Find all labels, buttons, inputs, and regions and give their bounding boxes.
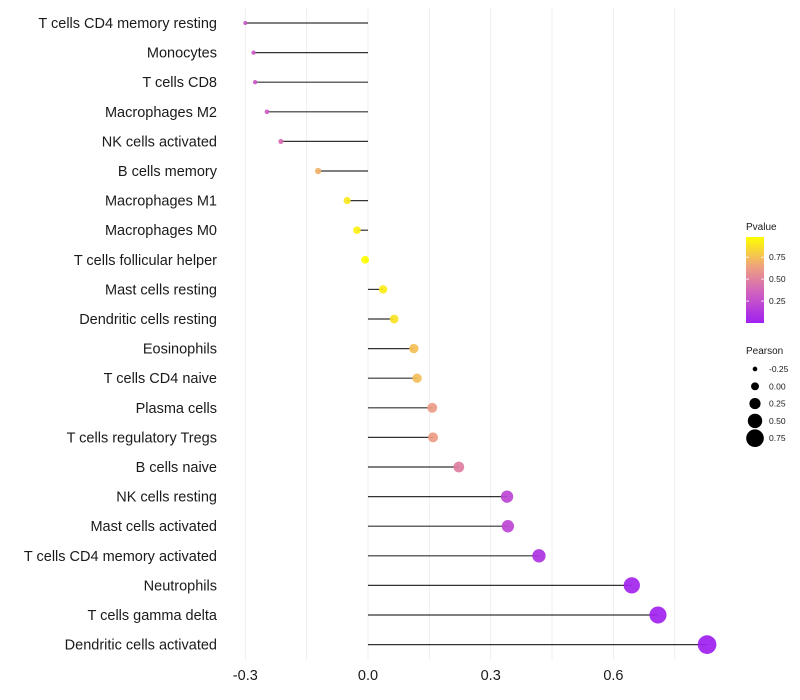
- lollipop-point: [697, 635, 717, 654]
- lollipop-point: [251, 50, 256, 55]
- lollipop-point: [532, 549, 546, 563]
- colorbar-tick-label: 0.50: [769, 274, 786, 284]
- lollipop-point: [314, 167, 322, 175]
- y-axis-label: Mast cells activated: [90, 519, 217, 535]
- lollipop-point: [389, 314, 399, 324]
- y-axis-label: T cells regulatory Tregs: [67, 430, 217, 446]
- lollipop-point: [501, 520, 515, 533]
- pvalue-legend: Pvalue 0.25 0.50 0.75: [746, 222, 786, 323]
- x-tick-label: 0.6: [603, 668, 623, 684]
- y-axis-label: Mast cells resting: [105, 282, 217, 298]
- lollipop-point: [623, 577, 640, 594]
- colorbar-tick-label: 0.25: [769, 296, 786, 306]
- pearson-legend-title: Pearson: [746, 346, 783, 357]
- size-key-label: 0.75: [769, 433, 786, 443]
- size-key-label: 0.50: [769, 416, 786, 426]
- size-key-dot: [751, 382, 759, 391]
- lollipop-stems: [245, 22, 708, 646]
- y-axis-label: Eosinophils: [143, 342, 217, 358]
- y-axis-label: Monocytes: [147, 46, 217, 62]
- y-axis-label: Macrophages M1: [105, 194, 217, 210]
- y-axis-label: T cells CD4 memory activated: [24, 549, 217, 565]
- pvalue-legend-title: Pvalue: [746, 222, 777, 233]
- y-axis-label: T cells follicular helper: [74, 253, 217, 269]
- lollipop-point: [378, 285, 388, 294]
- y-axis-label: T cells CD4 naive: [104, 371, 217, 387]
- lollipop-point: [453, 461, 465, 473]
- x-axis-ticks: -0.3 0.0 0.3 0.6: [233, 668, 624, 684]
- colorbar-tick-label: 0.75: [769, 252, 786, 262]
- pvalue-colorbar: [746, 237, 764, 323]
- y-axis-label: Dendritic cells activated: [65, 638, 217, 654]
- lollipop-point: [409, 343, 419, 354]
- y-axis-label: T cells CD4 memory resting: [38, 16, 217, 32]
- y-axis-label: Plasma cells: [136, 401, 217, 417]
- lollipop-point: [252, 80, 258, 85]
- y-axis-label: T cells CD8: [142, 75, 217, 91]
- size-key-dot: [747, 413, 763, 429]
- lollipop-point: [427, 402, 438, 413]
- y-axis-label: B cells memory: [118, 164, 218, 180]
- size-key-dot: [749, 398, 761, 410]
- lollipop-point: [649, 606, 667, 624]
- y-axis-label: T cells gamma delta: [88, 608, 218, 624]
- lollipop-point: [500, 490, 514, 503]
- size-key-label: 0.00: [769, 381, 786, 391]
- pearson-legend: Pearson -0.25 0.00 0.25 0.50 0.75: [746, 346, 789, 448]
- size-key-dot: [746, 429, 764, 448]
- lollipop-point: [428, 432, 439, 443]
- size-key-dot: [752, 366, 758, 372]
- lollipop-point: [343, 196, 351, 205]
- y-axis-label: NK cells activated: [102, 134, 217, 150]
- x-tick-label: 0.0: [358, 668, 378, 684]
- x-tick-label: -0.3: [233, 668, 258, 684]
- y-axis-label: B cells naive: [136, 460, 217, 476]
- y-axis-label: Neutrophils: [144, 578, 217, 594]
- lollipop-point: [353, 226, 361, 234]
- x-tick-label: 0.3: [481, 668, 501, 684]
- size-key-label: -0.25: [769, 364, 789, 374]
- y-axis-label: Dendritic cells resting: [79, 312, 217, 328]
- lollipop-point: [412, 373, 422, 383]
- lollipop-point: [361, 255, 370, 264]
- grid-lines: [244, 8, 676, 660]
- size-key-label: 0.25: [769, 399, 786, 409]
- lollipop-point: [278, 138, 284, 144]
- y-axis-label: Macrophages M2: [105, 105, 217, 121]
- y-axis-label: Macrophages M0: [105, 223, 217, 239]
- y-axis-labels: T cells CD4 memory resting Monocytes T cel…: [24, 16, 218, 654]
- lollipop-point: [264, 109, 270, 115]
- y-axis-label: NK cells resting: [116, 490, 217, 506]
- lollipop-points: [243, 21, 717, 654]
- lollipop-point: [243, 21, 248, 25]
